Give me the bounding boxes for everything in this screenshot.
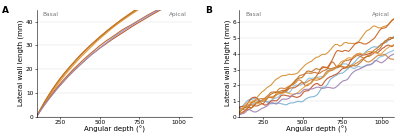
Text: B: B [205,6,212,15]
Text: Apical: Apical [169,12,187,17]
Text: Basal: Basal [43,12,59,17]
Text: A: A [2,6,10,15]
Y-axis label: Lateral wall length (mm): Lateral wall length (mm) [18,20,24,106]
Y-axis label: Lateral wall height (mm): Lateral wall height (mm) [224,20,231,106]
X-axis label: Angular depth (°): Angular depth (°) [84,126,145,133]
Text: Basal: Basal [246,12,262,17]
Text: Apical: Apical [372,12,390,17]
X-axis label: Angular depth (°): Angular depth (°) [286,126,347,133]
